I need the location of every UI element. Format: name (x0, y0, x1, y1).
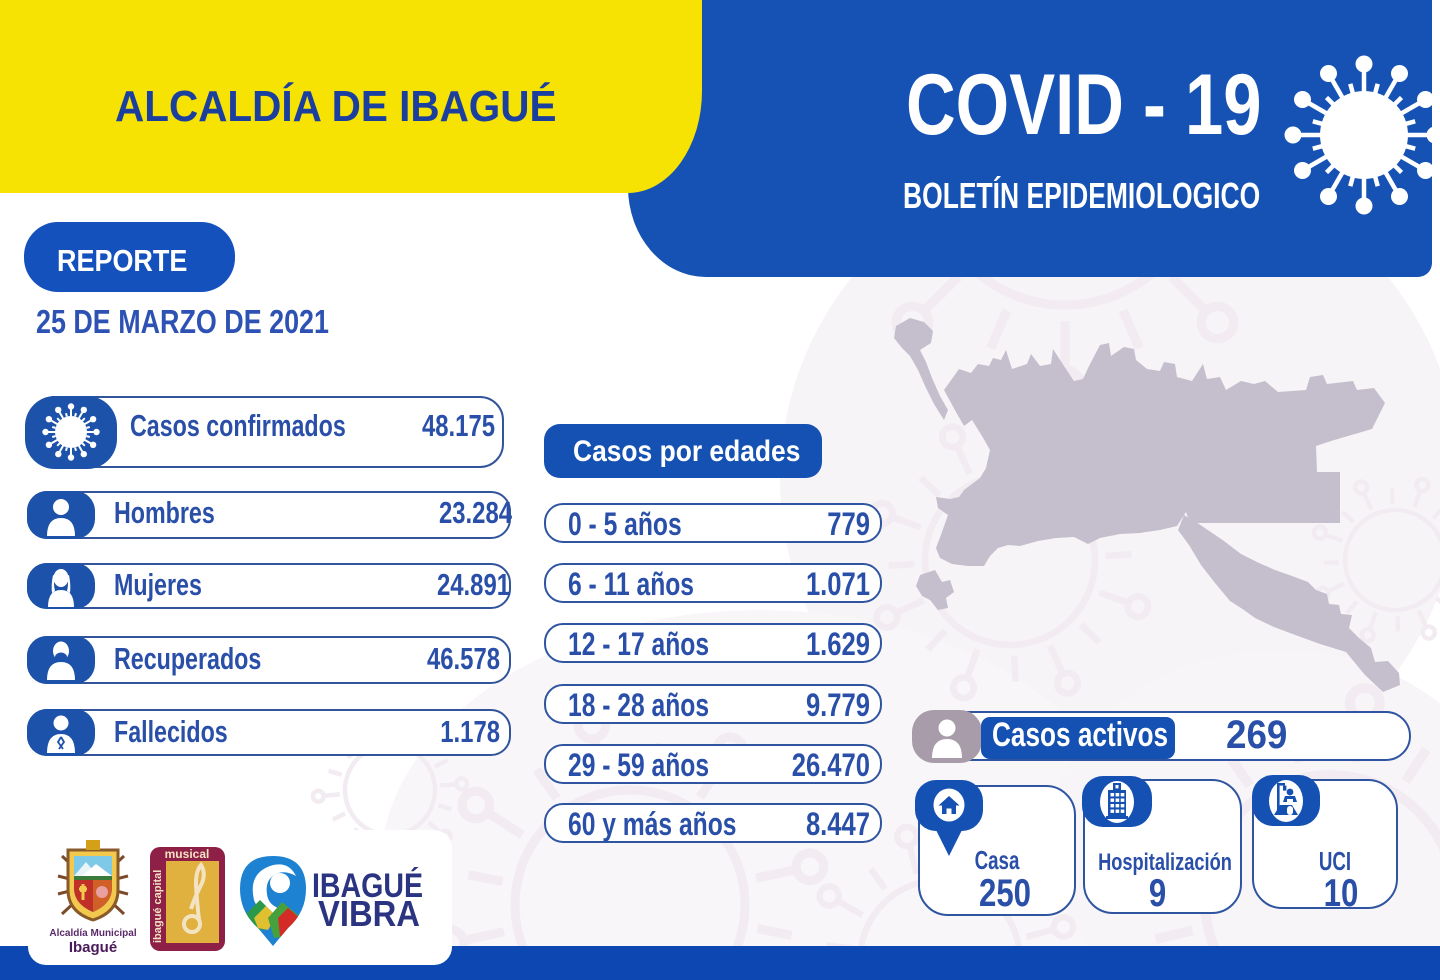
svg-text:ibagué capital: ibagué capital (152, 870, 164, 943)
svg-text:musical: musical (165, 847, 210, 861)
